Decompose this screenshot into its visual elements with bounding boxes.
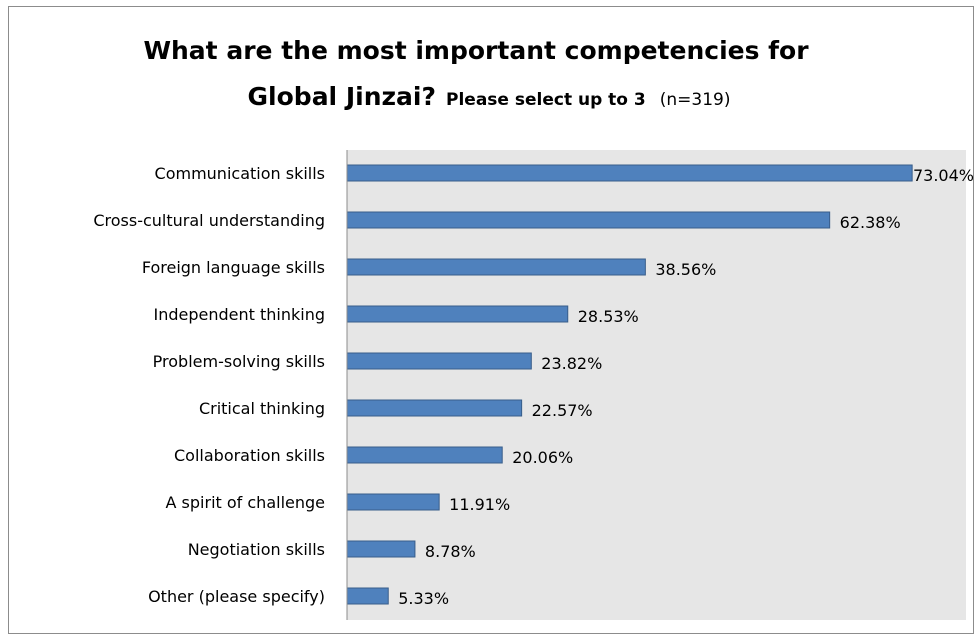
value-label: 20.06% (512, 448, 573, 467)
bar (346, 305, 569, 323)
value-label: 11.91% (449, 495, 510, 514)
value-label: 22.57% (532, 401, 593, 420)
category-labels-group: Communication skills Cross-cultural under… (93, 164, 325, 606)
category-label: Collaboration skills (174, 446, 325, 465)
value-label: 38.56% (655, 260, 716, 279)
value-label: 28.53% (578, 307, 639, 326)
bars-group (346, 164, 913, 605)
category-label: Independent thinking (153, 305, 325, 324)
category-label: Other (please specify) (148, 587, 325, 606)
category-label: Problem-solving skills (153, 352, 325, 371)
bar (346, 540, 416, 558)
chart-title-main: Global Jinzai? (247, 82, 436, 111)
chart-title-subtitle: Please select up to 3 (446, 90, 646, 110)
value-label: 5.33% (398, 589, 449, 608)
chart-title-line1: What are the most important competencies… (143, 36, 809, 65)
bar (346, 446, 503, 464)
value-labels-group: 73.04% 62.38% 38.56% 28.53% 23.82% 22.57% 20.0… (398, 166, 974, 608)
bar (346, 258, 646, 276)
value-label: 23.82% (541, 354, 602, 373)
value-label: 73.04% (913, 166, 974, 185)
category-label: Cross-cultural understanding (93, 211, 325, 230)
category-label: A spirit of challenge (166, 493, 325, 512)
value-label: 8.78% (425, 542, 476, 561)
bar (346, 211, 831, 229)
bar (346, 399, 523, 417)
category-label: Foreign language skills (142, 258, 325, 277)
chart-title-line2: Global Jinzai? Please select up to 3 (n=31… (0, 82, 978, 111)
value-label: 62.38% (840, 213, 901, 232)
category-label: Critical thinking (199, 399, 325, 418)
bar (346, 493, 440, 511)
bar (346, 587, 389, 605)
bar (346, 164, 913, 182)
category-label: Communication skills (155, 164, 325, 183)
category-label: Negotiation skills (188, 540, 325, 559)
chart-title-sample-size: (n=319) (659, 90, 731, 110)
bar (346, 352, 532, 370)
